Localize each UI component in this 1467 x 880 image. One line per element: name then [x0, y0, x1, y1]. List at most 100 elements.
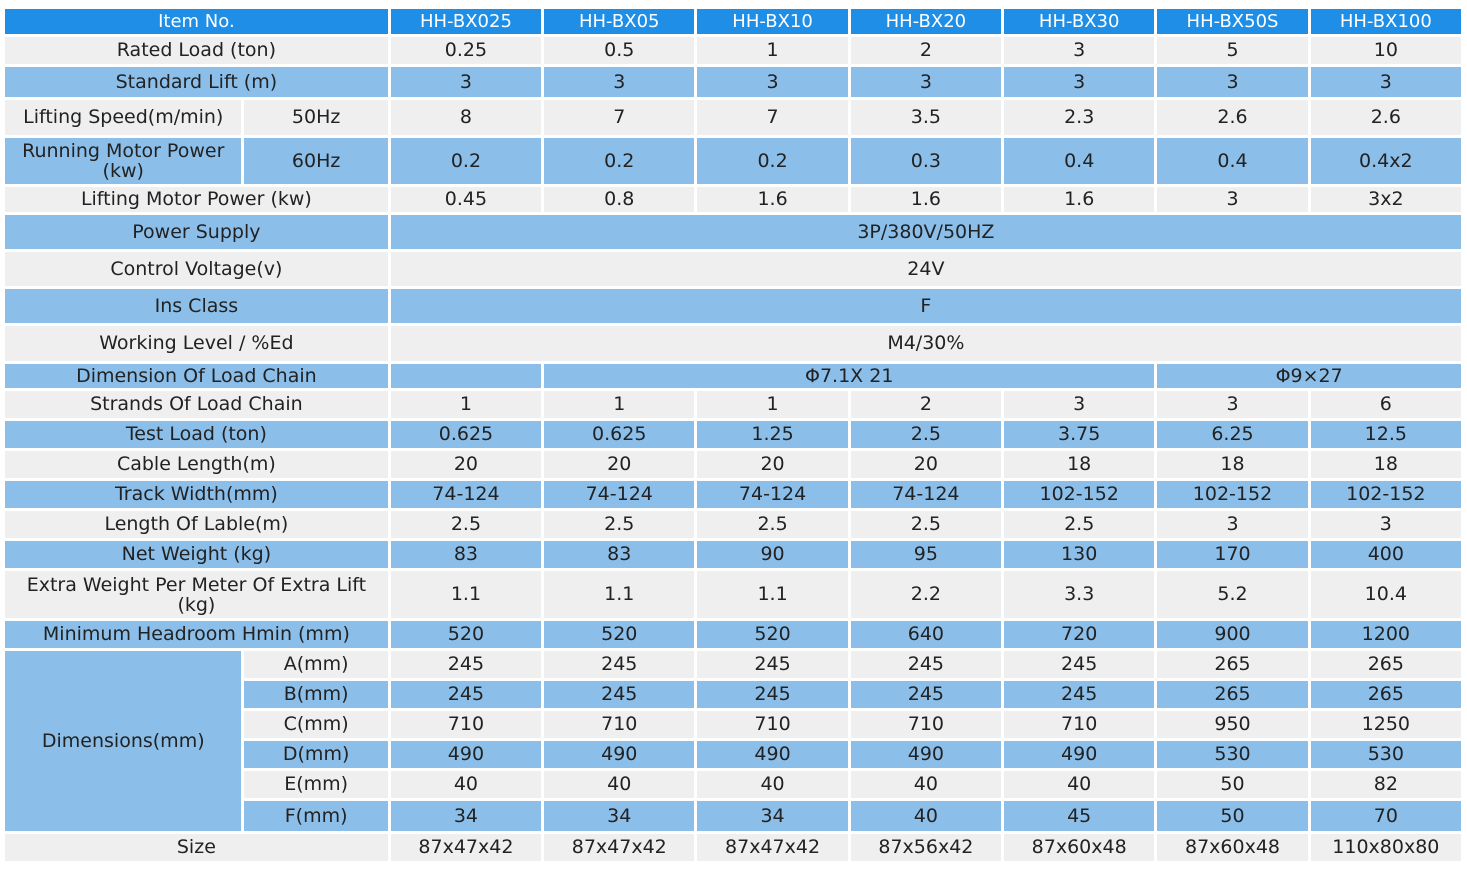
dimension-sub-label: F(mm): [244, 801, 388, 831]
cell: 170: [1157, 541, 1308, 568]
dimension-d-row: D(mm) 490 490 490 490 490 530 530: [5, 741, 1461, 768]
lifting-speed-row: Lifting Speed(m/min) 50Hz 8 7 7 3.5 2.3 …: [5, 100, 1461, 135]
cell: 720: [1004, 621, 1155, 648]
strands-load-chain-row: Strands Of Load Chain 1 1 1 2 3 3 6: [5, 391, 1461, 418]
min-headroom-row: Minimum Headroom Hmin (mm) 520 520 520 6…: [5, 621, 1461, 648]
cell: 3: [544, 67, 695, 97]
cell: 102-152: [1004, 481, 1155, 508]
cell: 7: [697, 100, 848, 135]
cell: 87x47x42: [390, 834, 542, 861]
cell: 2.6: [1157, 100, 1308, 135]
cell: 2.5: [697, 511, 848, 538]
dimension-a-row: Dimensions(mm) A(mm) 245 245 245 245 245…: [5, 651, 1461, 831]
track-width-row: Track Width(mm) 74-124 74-124 74-124 74-…: [5, 481, 1461, 508]
cell: 710: [544, 711, 695, 738]
cell: 3: [1157, 511, 1308, 538]
cell: 1200: [1310, 621, 1461, 648]
cell: 710: [390, 711, 542, 738]
cell: 1: [544, 391, 695, 418]
cell: 82: [1310, 771, 1461, 798]
cell: 2.2: [850, 571, 1002, 618]
cell: 3: [850, 67, 1002, 97]
ins-class-row: Ins Class F: [5, 289, 1461, 323]
cell: 950: [1157, 711, 1308, 738]
cell: 400: [1310, 541, 1461, 568]
cell: 18: [1157, 451, 1308, 478]
cell: 530: [1157, 741, 1308, 768]
cell: 1.6: [697, 187, 848, 212]
cell: 265: [1157, 651, 1308, 678]
cell: 1: [390, 391, 542, 418]
model-header: HH-BX025: [390, 9, 542, 34]
cell: 50: [1157, 801, 1308, 831]
cell: 87x47x42: [697, 834, 848, 861]
cell: 74-124: [390, 481, 542, 508]
row-label: Lifting Motor Power (kw): [5, 187, 388, 212]
rated-load-row: Rated Load (ton) 0.25 0.5 1 2 3 5 10: [5, 37, 1461, 64]
dimension-f-row: F(mm) 34 34 34 40 45 50 70: [5, 801, 1461, 831]
cell: 50: [1157, 771, 1308, 798]
running-motor-power-row: Running Motor Power (kw) 60Hz 0.2 0.2 0.…: [5, 138, 1461, 184]
cell: 1.6: [1004, 187, 1155, 212]
row-label: Running Motor Power (kw): [5, 138, 242, 184]
row-label: Working Level / %Ed: [5, 326, 388, 361]
cell: 2.5: [850, 421, 1002, 448]
test-load-row: Test Load (ton) 0.625 0.625 1.25 2.5 3.7…: [5, 421, 1461, 448]
cell: 3.3: [1004, 571, 1155, 618]
cell: 710: [1004, 711, 1155, 738]
cell: 2.3: [1004, 100, 1155, 135]
cell: 0.8: [544, 187, 695, 212]
cell: 3: [1310, 67, 1461, 97]
net-weight-row: Net Weight (kg) 83 83 90 95 130 170 400: [5, 541, 1461, 568]
merged-cell: Φ9×27: [1157, 364, 1461, 388]
cell: 3: [1004, 37, 1155, 64]
specification-table: Item No. HH-BX025 HH-BX05 HH-BX10 HH-BX2…: [2, 6, 1464, 864]
cell: 1: [697, 37, 848, 64]
cell: 640: [850, 621, 1002, 648]
cable-length-row: Cable Length(m) 20 20 20 20 18 18 18: [5, 451, 1461, 478]
dimensions-label: Dimensions(mm): [5, 651, 242, 831]
cell: 70: [1310, 801, 1461, 831]
cell: 20: [544, 451, 695, 478]
cell: 0.4: [1157, 138, 1308, 184]
cell: 40: [850, 771, 1002, 798]
cell: 1.1: [697, 571, 848, 618]
cell: 2: [850, 391, 1002, 418]
cell: 18: [1004, 451, 1155, 478]
cell: 5: [1157, 37, 1308, 64]
cell: 0.2: [697, 138, 848, 184]
cell: 1: [697, 391, 848, 418]
cell: 3.5: [850, 100, 1002, 135]
header-row: Item No. HH-BX025 HH-BX05 HH-BX10 HH-BX2…: [5, 9, 1461, 34]
cell: 3: [1004, 67, 1155, 97]
cell: 7: [544, 100, 695, 135]
row-label: Strands Of Load Chain: [5, 391, 388, 418]
dimension-b-row: B(mm) 245 245 245 245 245 265 265: [5, 681, 1461, 708]
row-label: Track Width(mm): [5, 481, 388, 508]
cell: 2: [850, 37, 1002, 64]
row-label: Net Weight (kg): [5, 541, 388, 568]
cell: 20: [390, 451, 542, 478]
cell: [390, 364, 542, 388]
cell: 245: [1004, 651, 1155, 678]
cell: 5.2: [1157, 571, 1308, 618]
row-label: Dimension Of Load Chain: [5, 364, 388, 388]
model-header: HH-BX100: [1310, 9, 1461, 34]
cell: 3: [1157, 67, 1308, 97]
dimension-sub-label: B(mm): [244, 681, 388, 708]
cell: 0.2: [390, 138, 542, 184]
cell: 3: [697, 67, 848, 97]
frequency-label: 60Hz: [244, 138, 388, 184]
cell: 10: [1310, 37, 1461, 64]
cell: 245: [697, 651, 848, 678]
cell: 83: [544, 541, 695, 568]
cell: 0.5: [544, 37, 695, 64]
row-label: Extra Weight Per Meter Of Extra Lift (kg…: [5, 571, 388, 618]
model-header: HH-BX50S: [1157, 9, 1308, 34]
cell: 265: [1310, 651, 1461, 678]
cell: 0.4: [1004, 138, 1155, 184]
cell: 0.625: [544, 421, 695, 448]
cell: 87x56x42: [850, 834, 1002, 861]
merged-cell: F: [390, 289, 1461, 323]
cell: 0.2: [544, 138, 695, 184]
